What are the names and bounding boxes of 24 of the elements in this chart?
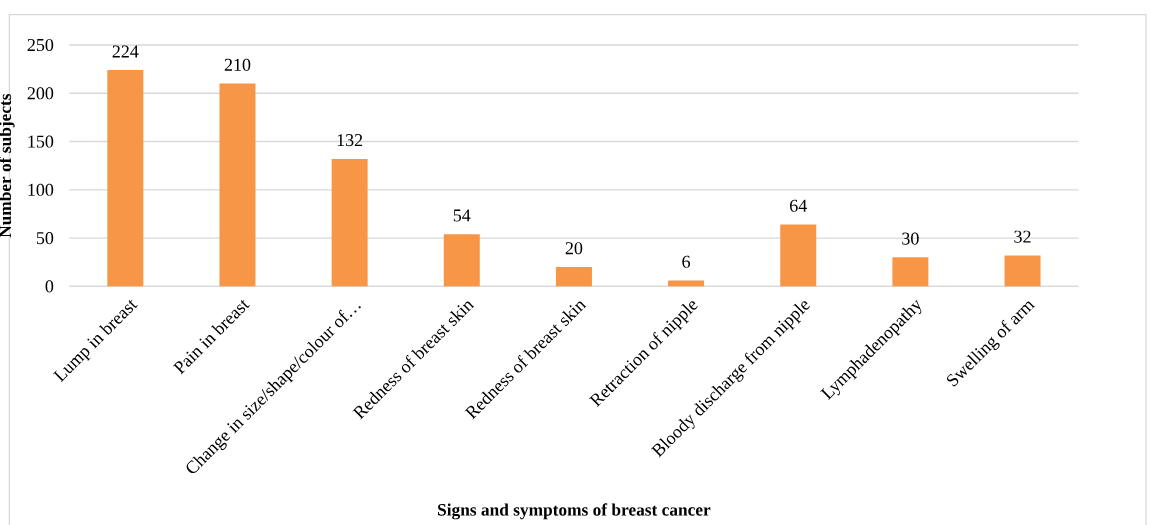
y-tick-label: 150 — [28, 135, 54, 148]
y-tick-label: 200 — [27, 87, 54, 100]
bar — [331, 158, 368, 287]
bar — [780, 224, 817, 287]
bar — [219, 83, 256, 287]
data-label: 6 — [682, 255, 691, 268]
data-label: 20 — [565, 242, 583, 255]
bar — [892, 257, 929, 287]
data-label: 32 — [1014, 230, 1031, 243]
data-label: 54 — [453, 209, 471, 222]
y-tick-label: 250 — [27, 38, 54, 52]
data-label: 224 — [112, 45, 139, 58]
y-tick-label: 100 — [28, 183, 54, 196]
data-label: 132 — [337, 134, 363, 147]
bar — [1004, 255, 1041, 287]
bar — [555, 267, 592, 287]
bar — [107, 70, 144, 287]
x-axis-title: Signs and symptoms of breast cancer — [438, 503, 711, 520]
data-label: 210 — [224, 58, 251, 71]
y-tick-label: 50 — [36, 231, 54, 245]
data-label: 64 — [790, 199, 807, 212]
data-label: 30 — [902, 232, 919, 245]
y-tick-label: 0 — [45, 280, 54, 293]
bar — [443, 234, 480, 287]
